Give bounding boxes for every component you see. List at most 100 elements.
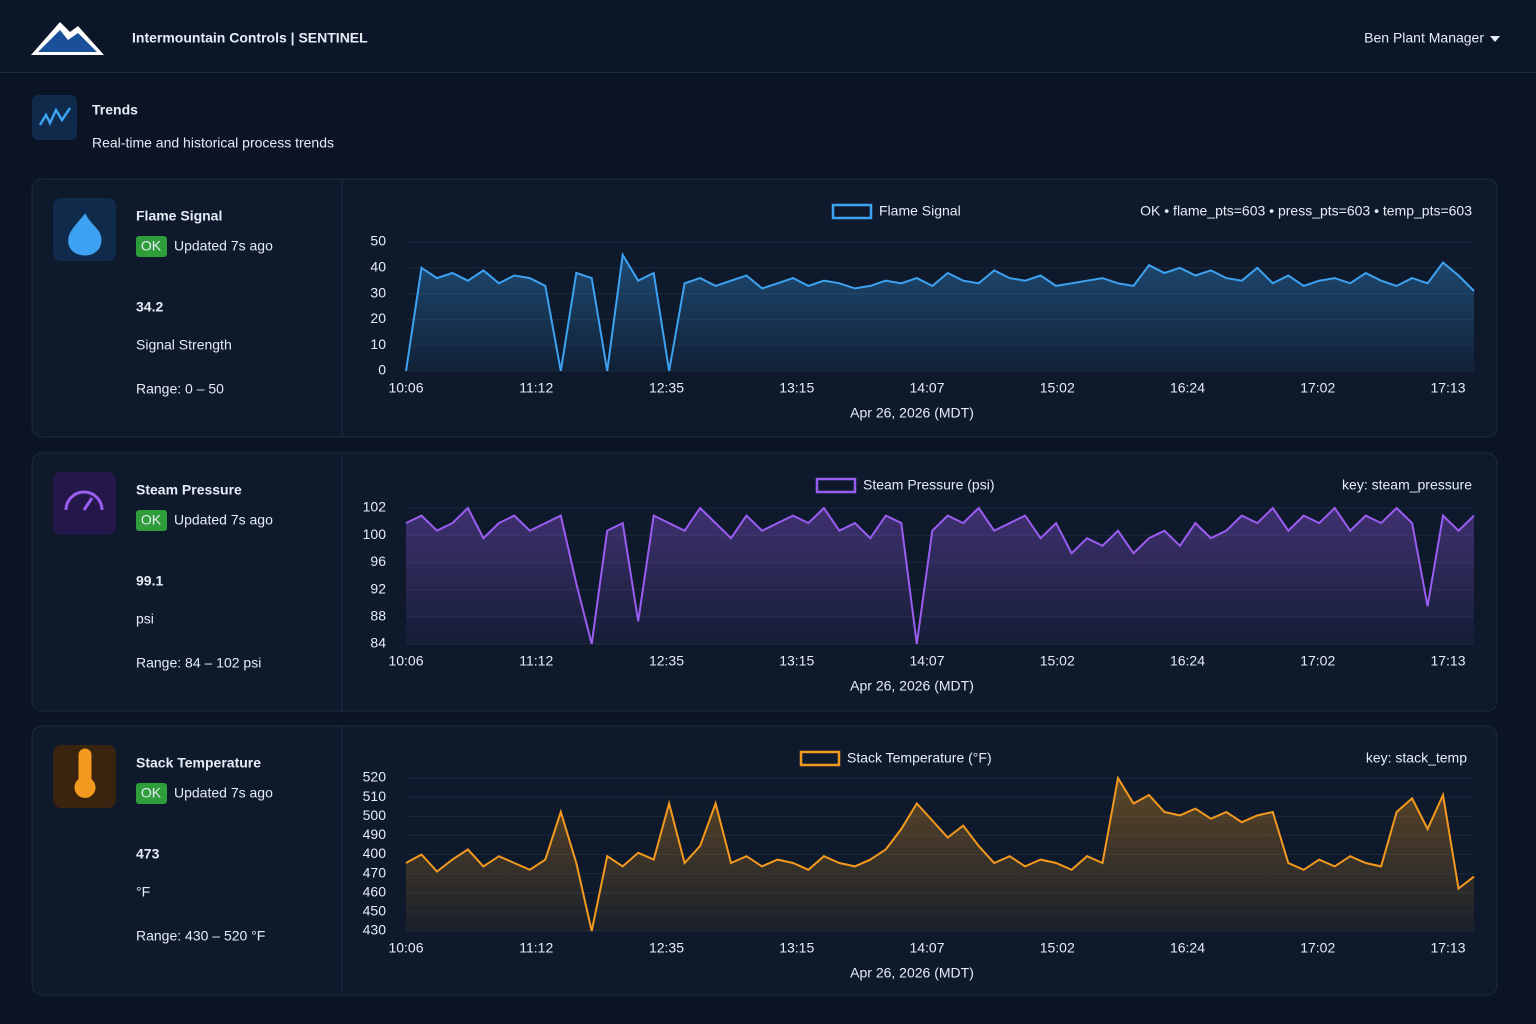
y-tick-label: 100 [363, 526, 387, 542]
x-tick-label: 13:15 [779, 653, 814, 669]
user-menu[interactable]: Ben Plant Manager [1364, 30, 1484, 46]
y-tick-label: 20 [370, 310, 386, 326]
x-tick-label: 13:15 [779, 380, 814, 396]
x-tick-label: 11:12 [519, 653, 553, 669]
x-tick-label: 14:07 [909, 380, 944, 396]
x-tick-label: 12:35 [649, 380, 684, 396]
range: Range: 430 – 520 °F [136, 928, 265, 944]
page-title: Trends [92, 102, 138, 118]
x-tick-label: 10:06 [388, 940, 423, 956]
y-tick-label: 450 [363, 903, 387, 919]
trends-icon-glyph [38, 107, 72, 126]
panel-icon-glyph [64, 490, 104, 511]
annotation: OK • flame_pts=603 • press_pts=603 • tem… [1140, 203, 1472, 219]
top-bar [0, 0, 1536, 72]
annotation: key: steam_pressure [1342, 477, 1472, 493]
panel-name: Steam Pressure [136, 482, 242, 498]
y-tick-label: 510 [363, 788, 387, 804]
x-tick-label: 10:06 [388, 653, 423, 669]
x-tick-label: 11:12 [519, 940, 553, 956]
x-tick-label: 17:13 [1430, 380, 1465, 396]
brand: Intermountain Controls | SENTINEL [132, 30, 368, 46]
status-text: OK [141, 238, 162, 254]
x-tick-label: 15:02 [1040, 380, 1075, 396]
panel-icon-glyph [74, 748, 96, 798]
panel-name: Stack Temperature [136, 755, 261, 771]
x-tick-label: 15:02 [1040, 940, 1075, 956]
status-text: OK [141, 512, 162, 528]
y-tick-label: 10 [370, 336, 386, 352]
status-badge [136, 510, 167, 531]
legend-swatch [815, 477, 857, 494]
y-tick-label: 92 [370, 580, 386, 596]
y-tick-label: 400 [363, 845, 387, 861]
x-tick-label: 10:06 [388, 380, 423, 396]
current-value: 473 [136, 846, 160, 862]
trends-icon [32, 95, 77, 140]
legend-label: Steam Pressure (psi) [863, 477, 994, 493]
line [405, 251, 1475, 372]
page-subtitle: Real-time and historical process trends [92, 135, 334, 151]
y-tick-label: 102 [363, 499, 387, 515]
unit: psi [136, 611, 154, 627]
panel-name: Flame Signal [136, 208, 222, 224]
y-tick-label: 50 [370, 233, 386, 249]
x-tick-label: 17:02 [1300, 940, 1335, 956]
x-axis-label: Apr 26, 2026 (MDT) [850, 678, 974, 694]
x-tick-label: 17:13 [1430, 653, 1465, 669]
x-tick-label: 17:13 [1430, 940, 1465, 956]
area [406, 508, 1474, 644]
annotation: key: stack_temp [1366, 750, 1467, 766]
y-tick-label: 460 [363, 883, 387, 899]
unit: °F [136, 884, 150, 900]
caret[interactable] [1490, 36, 1500, 42]
line [405, 506, 1475, 645]
y-tick-label: 490 [363, 826, 387, 842]
x-tick-label: 12:35 [649, 940, 684, 956]
range: Range: 0 – 50 [136, 381, 224, 397]
y-tick-label: 430 [363, 922, 387, 938]
y-tick-label: 470 [363, 864, 387, 880]
logo-inner [38, 30, 97, 52]
x-tick-label: 17:02 [1300, 653, 1335, 669]
y-tick-label: 30 [370, 284, 386, 300]
y-tick-label: 0 [378, 362, 386, 378]
x-tick-label: 13:15 [779, 940, 814, 956]
updated-text: Updated 7s ago [174, 785, 273, 801]
x-tick-label: 14:07 [909, 653, 944, 669]
legend-swatch [831, 203, 873, 220]
legend-label: Stack Temperature (°F) [847, 750, 992, 766]
y-tick-label: 40 [370, 259, 386, 275]
x-tick-label: 17:02 [1300, 380, 1335, 396]
x-axis-label: Apr 26, 2026 (MDT) [850, 405, 974, 421]
area [406, 254, 1474, 371]
x-tick-label: 14:07 [909, 940, 944, 956]
panel-icon [53, 472, 116, 535]
y-tick-label: 96 [370, 553, 386, 569]
current-value: 34.2 [136, 299, 163, 315]
status-text: OK [141, 785, 162, 801]
x-tick-label: 16:24 [1170, 380, 1205, 396]
x-tick-label: 12:35 [649, 653, 684, 669]
updated-text: Updated 7s ago [174, 512, 273, 528]
x-tick-label: 16:24 [1170, 653, 1205, 669]
y-tick-label: 88 [370, 608, 386, 624]
x-tick-label: 15:02 [1040, 653, 1075, 669]
x-tick-label: 16:24 [1170, 940, 1205, 956]
status-badge [136, 236, 167, 257]
y-tick-label: 84 [370, 635, 386, 651]
x-tick-label: 11:12 [519, 380, 553, 396]
current-value: 99.1 [136, 573, 163, 589]
x-axis-label: Apr 26, 2026 (MDT) [850, 965, 974, 981]
updated-text: Updated 7s ago [174, 238, 273, 254]
line [405, 775, 1475, 932]
panel-icon-glyph [68, 213, 102, 256]
status-badge [136, 783, 167, 804]
legend-label: Flame Signal [879, 203, 961, 219]
range: Range: 84 – 102 psi [136, 655, 261, 671]
y-tick-label: 520 [363, 769, 387, 785]
unit: Signal Strength [136, 337, 232, 353]
y-tick-label: 500 [363, 807, 387, 823]
legend-swatch [799, 750, 841, 767]
